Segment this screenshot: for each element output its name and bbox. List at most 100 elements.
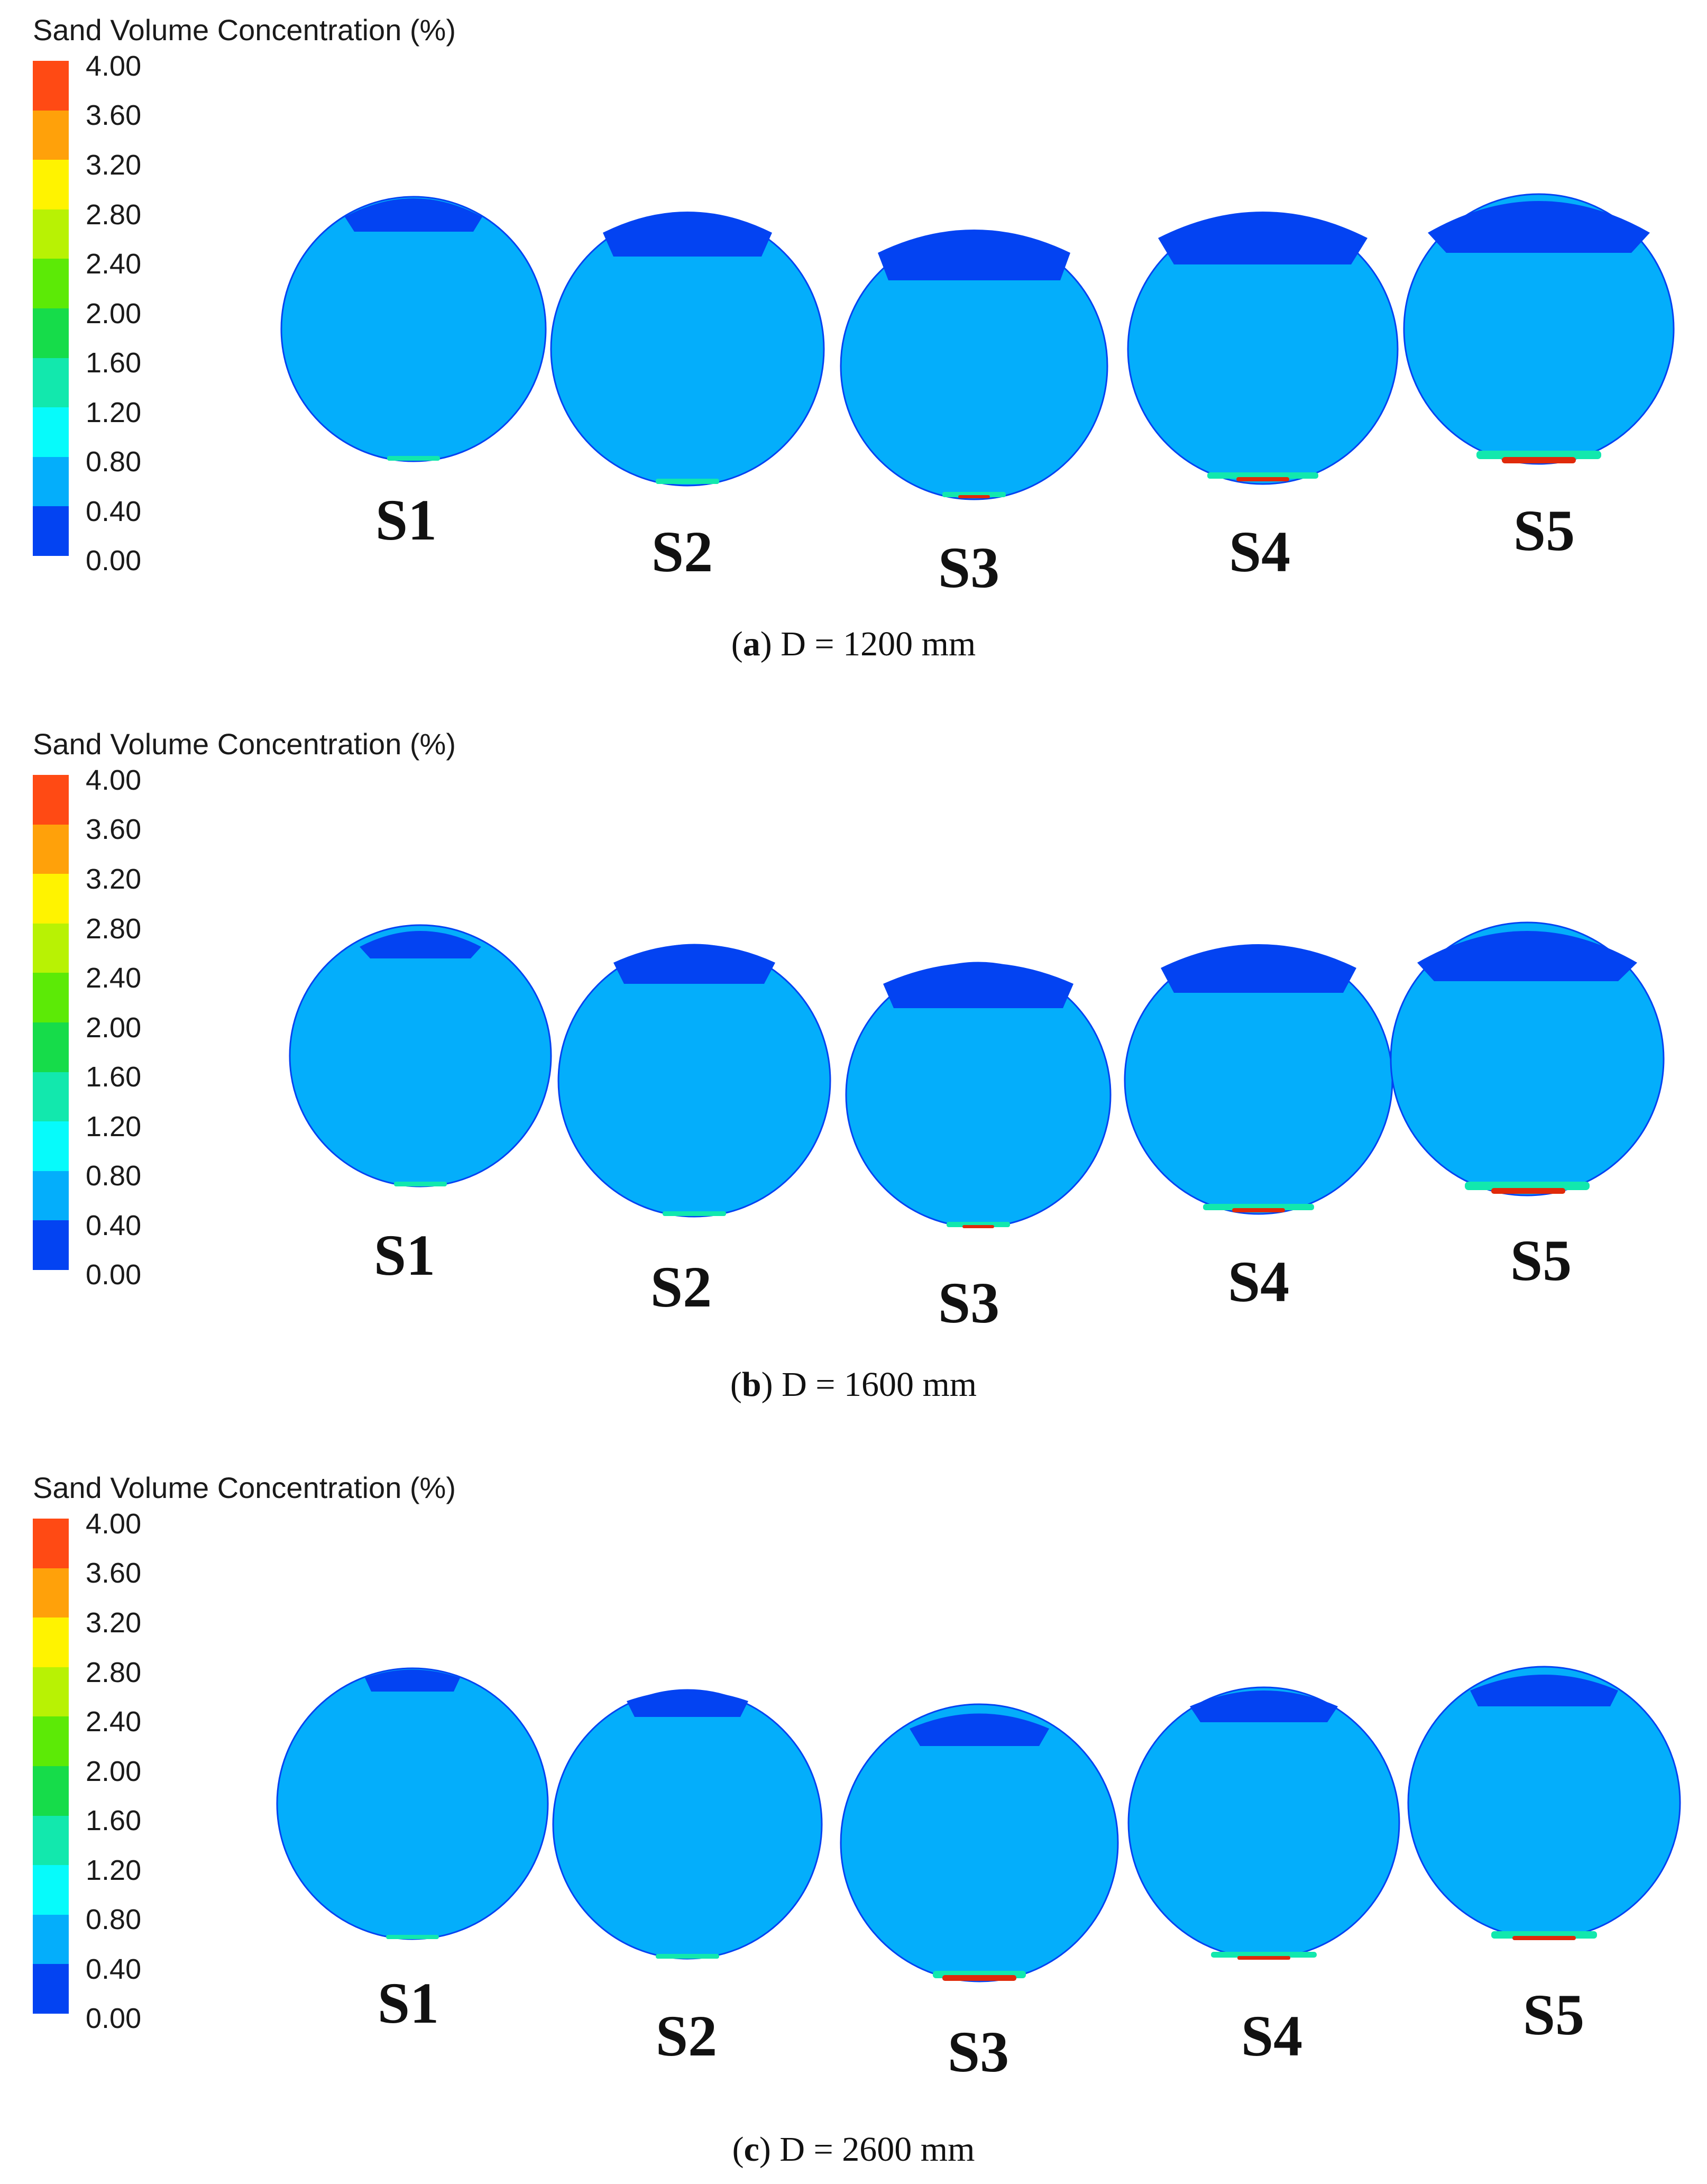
sediment-layer <box>663 1211 726 1216</box>
sediment-core <box>1232 1208 1285 1212</box>
sediment-layer <box>394 1182 447 1186</box>
colorbar-tick: 3.20 <box>86 149 142 181</box>
colorbar-swatch <box>33 1519 69 1568</box>
section-s1: S1 <box>276 1667 549 2035</box>
colorbar-tick: 0.00 <box>86 2003 142 2034</box>
colorbar-tick: 1.20 <box>86 1111 142 1143</box>
colorbar-tick: 2.00 <box>86 1012 142 1044</box>
low-concentration-zone <box>878 230 1070 280</box>
section-s5: S5 <box>1390 921 1665 1293</box>
section-s5: S5 <box>1407 1666 1681 2047</box>
panel-caption: (c) D = 2600 mm <box>732 2130 975 2169</box>
low-concentration-zone <box>1158 212 1368 264</box>
section-s2: S2 <box>550 212 825 584</box>
sediment-layer <box>656 1954 719 1959</box>
sediment-layer <box>942 492 1006 497</box>
colorbar-tick: 1.20 <box>86 397 142 428</box>
colorbar-swatch <box>33 973 69 1022</box>
pipe-cross-section <box>276 1667 549 1940</box>
caption-text: D = 1600 mm <box>782 1365 977 1404</box>
pipe-cross-section <box>280 196 547 462</box>
colorbar-tick: 2.40 <box>86 962 142 994</box>
sediment-layer <box>387 456 440 461</box>
panel-letter: b <box>741 1365 761 1404</box>
colorbar-tick: 0.00 <box>86 545 142 577</box>
panel-caption: (b) D = 1600 mm <box>730 1365 977 1404</box>
colorbar <box>33 775 69 1270</box>
colorbar-swatch <box>33 358 69 408</box>
section-s3: S3 <box>840 1703 1119 2084</box>
low-concentration-zone <box>603 212 772 257</box>
section-label: S5 <box>1513 498 1575 563</box>
panel-b: Sand Volume Concentration (%) 4.00 3.60 … <box>0 714 1707 1440</box>
low-concentration-zone <box>365 1669 460 1692</box>
colorbar-tick: 2.80 <box>86 913 142 945</box>
pipe-cross-section <box>1127 1686 1400 1959</box>
colorbar-tick: 2.40 <box>86 248 142 280</box>
colorbar-title: Sand Volume Concentration (%) <box>33 1471 456 1504</box>
sediment-core <box>962 1225 994 1228</box>
section-label: S5 <box>1523 1982 1584 2047</box>
pipe-cross-section <box>1403 193 1675 465</box>
sediment-core <box>1502 457 1576 463</box>
sediment-layer <box>1203 1204 1314 1210</box>
cross-section-plots: S1 S2 S3 S4 S5 <box>276 1666 1681 2084</box>
colorbar-tick: 0.40 <box>86 1210 142 1241</box>
colorbar-swatch <box>33 1618 69 1667</box>
colorbar-tick: 0.40 <box>86 496 142 527</box>
colorbar-swatch <box>33 824 69 874</box>
pipe-cross-section <box>289 924 552 1187</box>
low-concentration-zone <box>1161 944 1356 993</box>
colorbar-swatch <box>33 456 69 507</box>
sediment-layer <box>1211 1952 1317 1958</box>
colorbar-tick: 2.40 <box>86 1706 142 1738</box>
sediment-core <box>1512 1936 1576 1940</box>
pipe-cross-section <box>557 944 831 1218</box>
low-concentration-zone <box>613 944 775 984</box>
panel-letter: c <box>744 2130 759 2169</box>
section-label: S2 <box>650 1255 712 1319</box>
sediment-core <box>958 495 990 498</box>
colorbar-swatch <box>33 1121 69 1171</box>
caption-text: D = 2600 mm <box>779 2130 975 2169</box>
section-s4: S4 <box>1127 1686 1400 2068</box>
panel-caption: (a) D = 1200 mm <box>731 625 976 663</box>
low-concentration-zone <box>1190 1690 1338 1722</box>
colorbar-swatch <box>33 923 69 973</box>
panel-c: Sand Volume Concentration (%) 4.00 3.60 … <box>0 1458 1707 2184</box>
colorbar <box>33 61 69 556</box>
section-label: S1 <box>378 1971 439 2035</box>
section-s3: S3 <box>845 962 1112 1335</box>
colorbar-tick: 4.00 <box>86 1508 142 1540</box>
sediment-core <box>942 1975 1016 1981</box>
colorbar-tick: 2.80 <box>86 199 142 231</box>
colorbar-tick: 4.00 <box>86 764 142 796</box>
colorbar-swatch <box>33 308 69 358</box>
colorbar-tick: 2.80 <box>86 1657 142 1688</box>
cross-section-plots: S1 S2 S3 S4 S5 <box>280 193 1675 600</box>
colorbar-swatch <box>33 1865 69 1915</box>
section-label: S2 <box>651 519 713 584</box>
low-concentration-zone <box>1428 201 1650 253</box>
colorbar-tick: 0.40 <box>86 1953 142 1985</box>
pipe-cross-section <box>552 1689 823 1960</box>
colorbar-swatch <box>33 407 69 457</box>
sediment-layer <box>656 479 719 484</box>
colorbar-tick: 3.60 <box>86 99 142 131</box>
low-concentration-zone <box>627 1690 748 1717</box>
pipe-cross-section <box>840 1703 1119 1982</box>
colorbar-swatch <box>33 1815 69 1866</box>
colorbar-swatch <box>33 1072 69 1122</box>
low-concentration-zone <box>360 931 481 958</box>
colorbar-swatch <box>33 1667 69 1717</box>
colorbar-tick: 0.00 <box>86 1259 142 1291</box>
colorbar-swatch <box>33 1716 69 1766</box>
colorbar-tick: 2.00 <box>86 1756 142 1787</box>
cross-section-plots: S1 S2 S3 S4 S5 <box>289 921 1665 1335</box>
colorbar-swatch <box>33 775 69 825</box>
colorbar-tick: 3.60 <box>86 1557 142 1589</box>
colorbar-swatch <box>33 61 69 111</box>
section-label: S3 <box>938 1271 999 1335</box>
section-s3: S3 <box>840 230 1108 600</box>
colorbar-swatch <box>33 1964 69 2014</box>
